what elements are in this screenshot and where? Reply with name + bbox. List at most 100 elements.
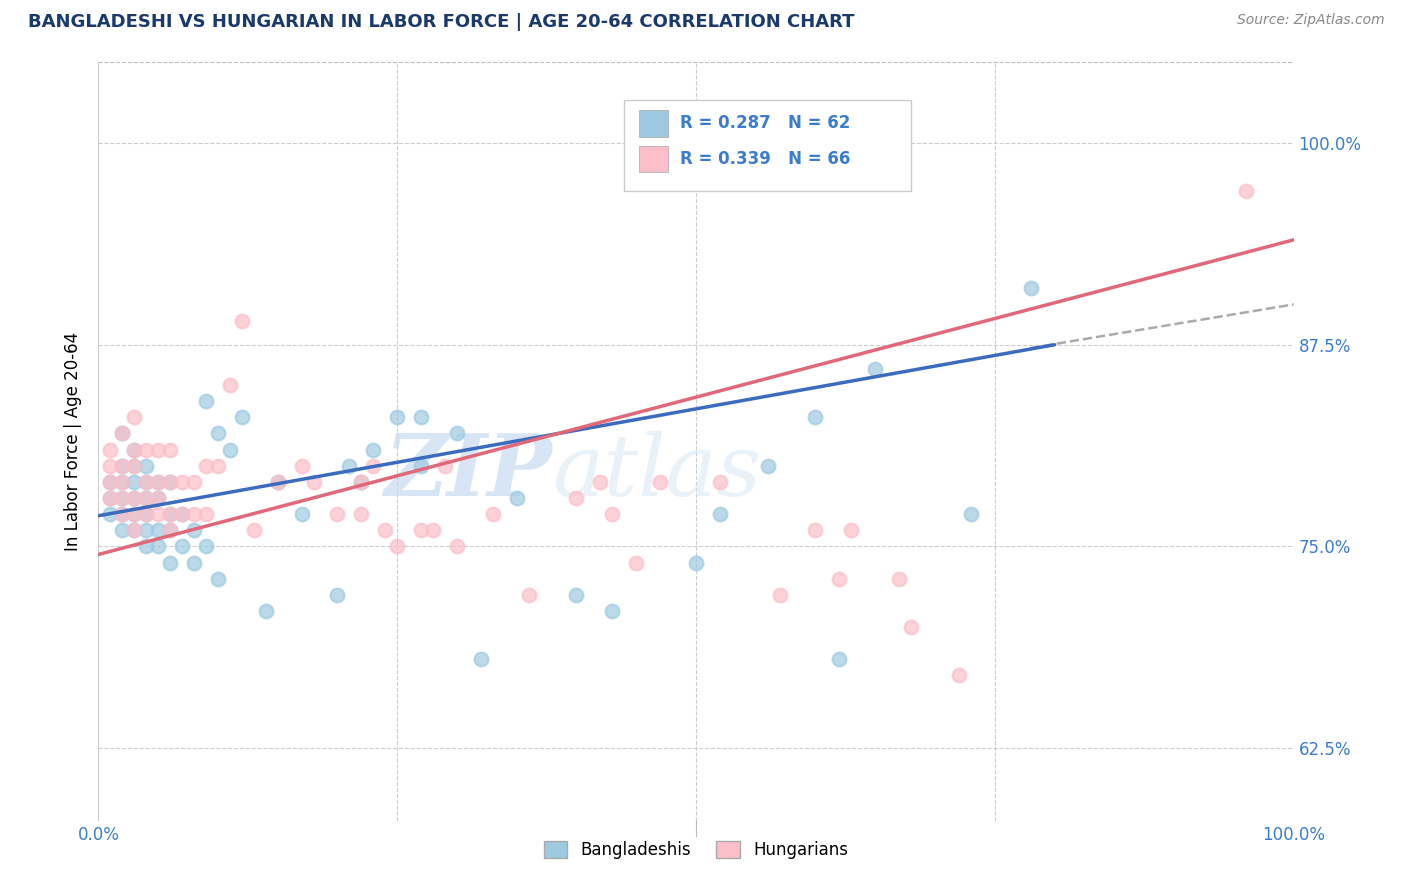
Point: [385, 410, 409, 425]
Point: [159, 442, 181, 457]
Point: [148, 491, 170, 505]
Point: [1234, 185, 1257, 199]
Point: [172, 507, 194, 521]
Point: [111, 475, 134, 489]
Point: [1019, 281, 1042, 295]
Point: [948, 668, 970, 682]
Point: [900, 620, 922, 634]
Text: ZIP: ZIP: [385, 430, 553, 514]
Point: [195, 394, 218, 409]
Point: [135, 458, 157, 473]
Point: [148, 507, 170, 521]
Point: [124, 458, 146, 473]
Point: [506, 491, 529, 505]
Point: [231, 313, 253, 327]
Point: [111, 426, 134, 441]
Point: [291, 507, 314, 521]
Point: [339, 458, 361, 473]
Point: [124, 491, 146, 505]
Point: [183, 556, 205, 570]
Point: [326, 588, 349, 602]
Point: [302, 475, 325, 489]
Point: [589, 475, 612, 489]
Point: [148, 475, 170, 489]
Point: [470, 652, 492, 666]
Text: BANGLADESHI VS HUNGARIAN IN LABOR FORCE | AGE 20-64 CORRELATION CHART: BANGLADESHI VS HUNGARIAN IN LABOR FORCE …: [28, 13, 855, 31]
Point: [385, 540, 409, 554]
Point: [207, 426, 229, 441]
Point: [648, 475, 672, 489]
Point: [207, 572, 229, 586]
Text: R = 0.339   N = 66: R = 0.339 N = 66: [681, 150, 851, 168]
Point: [889, 572, 911, 586]
Point: [565, 491, 588, 505]
Point: [98, 475, 122, 489]
Point: [828, 572, 851, 586]
Point: [267, 475, 290, 489]
Point: [111, 475, 134, 489]
Point: [111, 426, 134, 441]
Point: [135, 507, 157, 521]
Point: [98, 507, 122, 521]
Point: [183, 475, 205, 489]
Point: [172, 475, 194, 489]
Point: [411, 410, 433, 425]
Point: [159, 507, 181, 521]
Point: [960, 507, 983, 521]
Point: [148, 475, 170, 489]
Point: [517, 588, 540, 602]
Point: [98, 442, 122, 457]
Point: [768, 588, 790, 602]
Point: [828, 652, 851, 666]
Legend: Bangladeshis, Hungarians: Bangladeshis, Hungarians: [537, 834, 855, 865]
Point: [350, 475, 373, 489]
Point: [135, 523, 157, 537]
Point: [841, 523, 863, 537]
Point: [434, 458, 457, 473]
Point: [124, 458, 146, 473]
Point: [135, 491, 157, 505]
Point: [124, 507, 146, 521]
Y-axis label: In Labor Force | Age 20-64: In Labor Force | Age 20-64: [65, 332, 83, 551]
Point: [111, 507, 134, 521]
Point: [172, 507, 194, 521]
Point: [446, 540, 468, 554]
Point: [602, 604, 624, 618]
Point: [350, 507, 373, 521]
Point: [243, 523, 266, 537]
Point: [159, 523, 181, 537]
Point: [159, 475, 181, 489]
Point: [159, 523, 181, 537]
Point: [709, 507, 731, 521]
Point: [374, 523, 396, 537]
Point: [124, 442, 146, 457]
Point: [148, 540, 170, 554]
Bar: [638, 111, 668, 136]
Point: [124, 507, 146, 521]
Point: [195, 458, 218, 473]
Point: [98, 458, 122, 473]
Point: [135, 491, 157, 505]
Point: [135, 475, 157, 489]
Point: [602, 507, 624, 521]
Point: [98, 491, 122, 505]
Point: [124, 523, 146, 537]
Point: [207, 458, 229, 473]
Point: [481, 507, 505, 521]
Point: [111, 491, 134, 505]
Point: [172, 540, 194, 554]
Point: [148, 491, 170, 505]
Point: [135, 540, 157, 554]
Bar: [624, 100, 911, 191]
Point: [148, 442, 170, 457]
Point: [709, 475, 731, 489]
Point: [756, 458, 779, 473]
Point: [804, 523, 827, 537]
Point: [626, 556, 648, 570]
Point: [124, 442, 146, 457]
Point: [350, 475, 373, 489]
Point: [804, 410, 827, 425]
Point: [124, 410, 146, 425]
Point: [111, 458, 134, 473]
Point: [363, 458, 385, 473]
